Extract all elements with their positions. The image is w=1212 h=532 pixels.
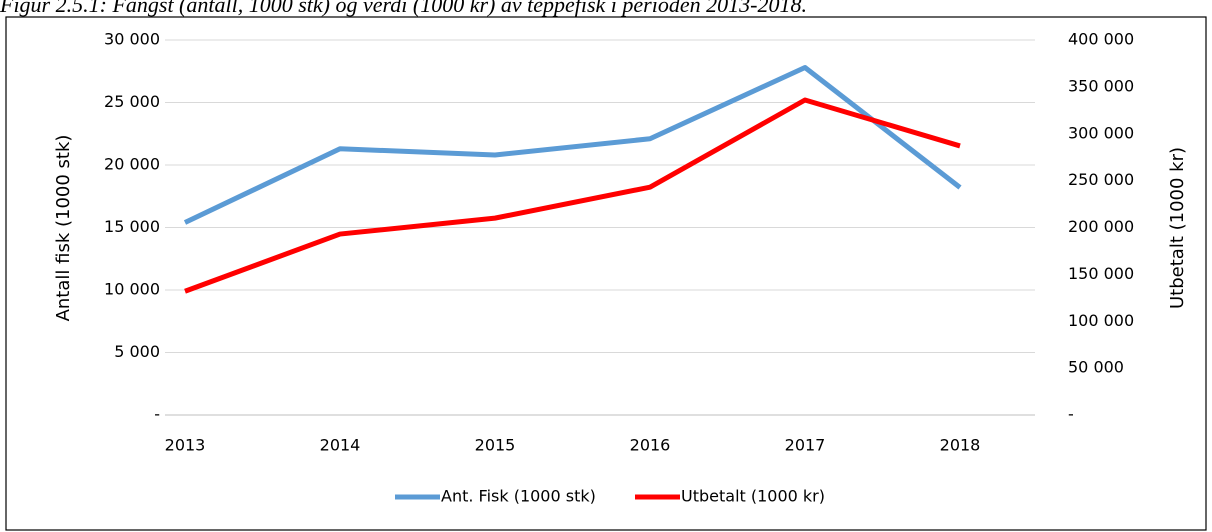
y2-tick-label: 150 000 (1068, 264, 1134, 283)
x-tick-label: 2018 (940, 436, 981, 455)
legend-label: Ant. Fisk (1000 stk) (441, 487, 596, 506)
x-tick-label: 2013 (165, 436, 206, 455)
y2-tick-label: 50 000 (1068, 358, 1124, 377)
y2-tick-label: 300 000 (1068, 123, 1134, 142)
chart-title: Figur 2.5.1: Fangst (antall, 1000 stk) o… (0, 0, 807, 17)
y-tick-label: 5 000 (114, 342, 160, 361)
y2-axis-title: Utbetalt (1000 kr) (1167, 147, 1188, 309)
y-tick-label: 15 000 (104, 217, 160, 236)
series-line (184, 97, 961, 294)
x-tick-label: 2016 (630, 436, 671, 455)
y-tick-label: 10 000 (104, 280, 160, 299)
y-tick-label: - (154, 405, 160, 424)
legend-label: Utbetalt (1000 kr) (681, 487, 825, 506)
x-tick-label: 2014 (320, 436, 361, 455)
chart-border (5, 16, 1207, 531)
x-tick-label: 2015 (475, 436, 516, 455)
y2-tick-label: - (1068, 405, 1074, 424)
y-tick-label: 25 000 (104, 92, 160, 111)
y2-tick-label: 400 000 (1068, 30, 1134, 49)
y-tick-label: 30 000 (104, 30, 160, 49)
series-line (183, 65, 962, 225)
y2-tick-label: 100 000 (1068, 311, 1134, 330)
y2-tick-label: 250 000 (1068, 170, 1134, 189)
y-axis-title: Antall fisk (1000 stk) (53, 135, 74, 322)
y2-tick-label: 200 000 (1068, 217, 1134, 236)
x-tick-label: 2017 (785, 436, 826, 455)
y2-tick-label: 350 000 (1068, 76, 1134, 95)
y-tick-label: 20 000 (104, 155, 160, 174)
